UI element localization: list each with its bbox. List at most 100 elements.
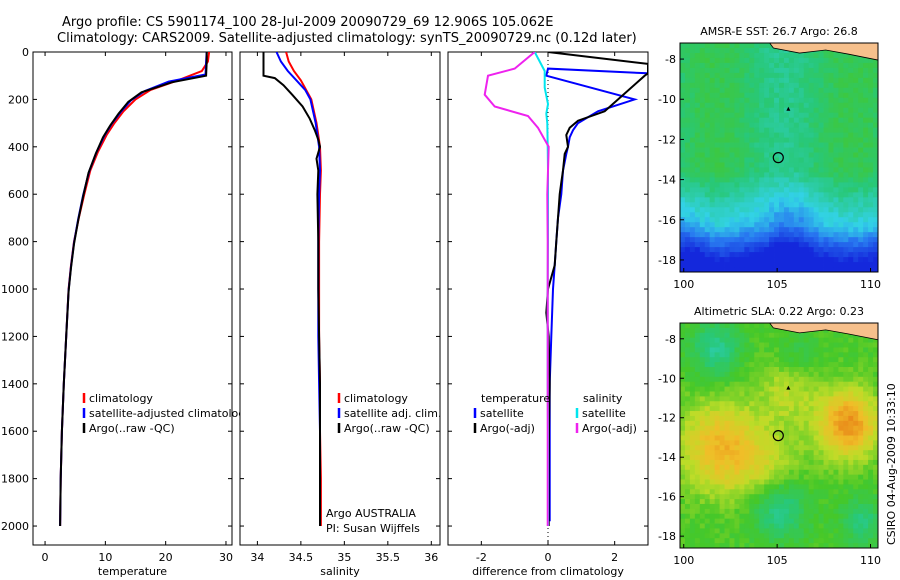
- heatmap-cell: [704, 464, 711, 471]
- heatmap-cell: [803, 337, 810, 343]
- heatmap-cell: [699, 232, 706, 238]
- heatmap-cell: [868, 262, 874, 268]
- heatmap-cell: [680, 142, 686, 148]
- heatmap-cell: [848, 142, 854, 148]
- heatmap-cell: [680, 247, 686, 253]
- heatmap-cell: [808, 72, 815, 79]
- heatmap-cell: [783, 157, 790, 163]
- heatmap-cell: [739, 227, 745, 233]
- heatmap-cell: [808, 538, 815, 544]
- heatmap-cell: [744, 362, 750, 368]
- heatmap-cell: [838, 523, 844, 529]
- heatmap-cell: [769, 401, 775, 407]
- heatmap-cell: [798, 337, 805, 343]
- heatmap-cell: [873, 142, 879, 148]
- heatmap-cell: [788, 82, 795, 89]
- heatmap-cell: [853, 371, 859, 378]
- heatmap-cell: [684, 484, 691, 490]
- heatmap-cell: [774, 187, 780, 193]
- x-tick-label: 100: [673, 278, 694, 291]
- heatmap-cell: [808, 425, 815, 432]
- heatmap-cell: [749, 327, 755, 334]
- heatmap-cell: [828, 376, 834, 383]
- heatmap-cell: [858, 162, 864, 168]
- heatmap-cell: [774, 357, 780, 363]
- heatmap-cell: [803, 177, 810, 183]
- heatmap-cell: [754, 217, 760, 223]
- heatmap-cell: [729, 386, 735, 392]
- heatmap-cell: [779, 72, 785, 79]
- heatmap-cell: [684, 494, 691, 500]
- heatmap-cell: [714, 323, 720, 329]
- heatmap-cell: [803, 232, 810, 238]
- heatmap-cell: [858, 122, 864, 129]
- heatmap-cell: [818, 237, 824, 243]
- heatmap-cell: [759, 267, 765, 273]
- heatmap-cell: [694, 479, 701, 485]
- heatmap-cell: [828, 533, 834, 539]
- heatmap-cell: [779, 77, 785, 84]
- heatmap-cell: [699, 411, 706, 417]
- heatmap-cell: [759, 381, 765, 387]
- heatmap-cell: [813, 538, 819, 544]
- heatmap-cell: [774, 217, 780, 223]
- heatmap-cell: [709, 252, 716, 258]
- heatmap-cell: [749, 232, 755, 238]
- argo-position-marker: [772, 152, 784, 164]
- heatmap-cell: [734, 247, 740, 253]
- heatmap-cell: [848, 489, 854, 495]
- heatmap-cell: [803, 132, 810, 138]
- heatmap-cell: [739, 347, 745, 353]
- heatmap-cell: [684, 479, 691, 485]
- argo-position-marker: [772, 430, 784, 442]
- heatmap-cell: [729, 474, 735, 480]
- heatmap-cell: [793, 97, 800, 104]
- heatmap-cell: [828, 425, 834, 432]
- heatmap-cell: [779, 538, 785, 544]
- heatmap-cell: [803, 415, 810, 422]
- heatmap-cell: [803, 474, 810, 480]
- heatmap-cell: [764, 445, 770, 451]
- heatmap-cell: [709, 147, 716, 153]
- heatmap-cell: [853, 197, 859, 203]
- heatmap-cell: [734, 62, 740, 69]
- heatmap-cell: [793, 533, 800, 539]
- heatmap-cell: [744, 494, 750, 500]
- heatmap-cell: [734, 406, 740, 412]
- heatmap-cell: [719, 445, 725, 451]
- heatmap-cell: [754, 162, 760, 168]
- heatmap-cell: [853, 367, 859, 373]
- heatmap-cell: [863, 508, 869, 515]
- heatmap-cell: [833, 459, 839, 466]
- heatmap-cell: [848, 352, 854, 358]
- x-tick-label: 110: [860, 554, 881, 567]
- heatmap-cell: [828, 342, 834, 348]
- heatmap-cell: [823, 376, 829, 383]
- heatmap-cell: [744, 425, 750, 432]
- heatmap-cell: [813, 367, 819, 373]
- heatmap-cell: [833, 543, 839, 549]
- heatmap-cell: [873, 177, 879, 183]
- heatmap-cell: [848, 97, 854, 104]
- heatmap-cell: [843, 202, 849, 208]
- heatmap-cell: [764, 43, 770, 49]
- heatmap-cell: [774, 484, 780, 490]
- heatmap-cell: [734, 252, 740, 258]
- heatmap-cell: [828, 72, 834, 79]
- heatmap-cell: [798, 162, 805, 168]
- heatmap-cell: [769, 267, 775, 273]
- heatmap-cell: [838, 172, 844, 178]
- heatmap-cell: [724, 376, 730, 383]
- heatmap-cell: [764, 484, 770, 490]
- heatmap-cell: [813, 503, 819, 510]
- heatmap-cell: [704, 425, 711, 432]
- heatmap-cell: [754, 77, 760, 84]
- heatmap-cell: [680, 337, 686, 343]
- heatmap-cell: [798, 217, 805, 223]
- heatmap-cell: [858, 396, 864, 402]
- heatmap-cell: [759, 455, 765, 461]
- heatmap-cell: [863, 112, 869, 119]
- heatmap-cell: [803, 411, 810, 417]
- heatmap-cell: [818, 132, 824, 138]
- heatmap-cell: [783, 207, 790, 213]
